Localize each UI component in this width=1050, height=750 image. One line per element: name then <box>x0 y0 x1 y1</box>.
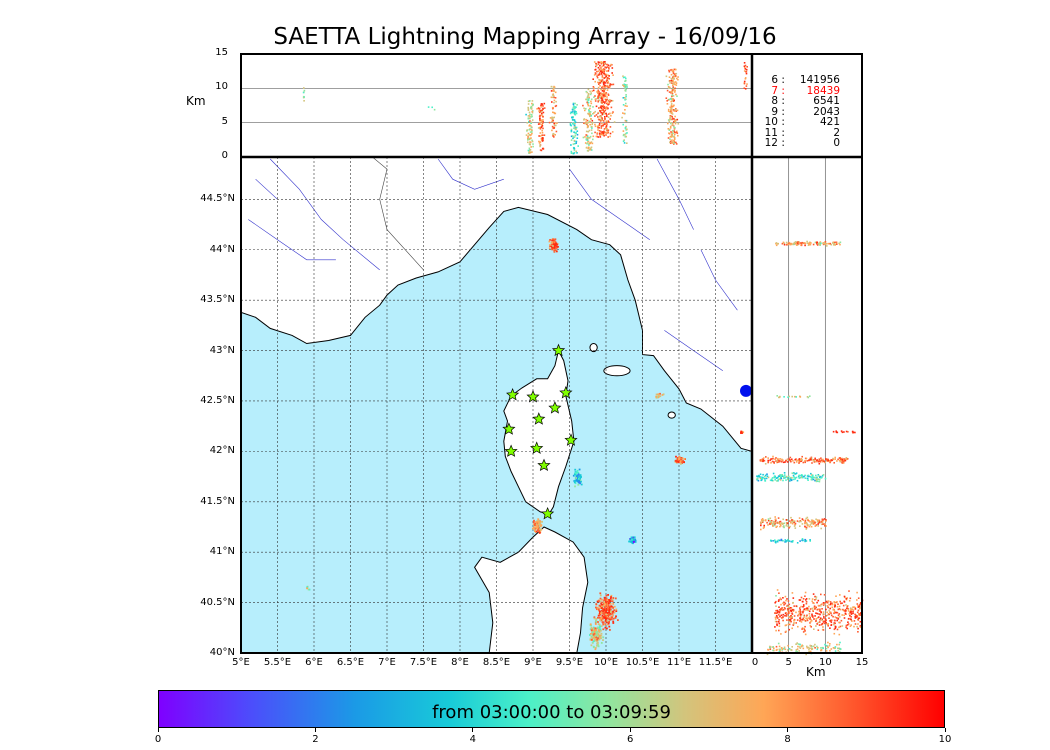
lon-tick-label: 5°E <box>232 657 250 668</box>
small-island <box>589 343 598 353</box>
sardinia-island <box>474 526 589 653</box>
colorbar-label: from 03:00:00 to 03:09:59 <box>432 702 671 723</box>
lon-tick-label: 11°E <box>666 657 692 668</box>
chart-title: SAETTA Lightning Mapping Array - 16/09/1… <box>273 24 777 50</box>
colorbar-tick-label: 2 <box>312 734 319 745</box>
station-marker <box>559 385 573 399</box>
top-panel-ylabel: Km <box>186 94 206 108</box>
station-marker <box>551 343 566 357</box>
altitude-lat-panel <box>756 157 864 656</box>
station-count-row: 12 :0 <box>764 137 840 149</box>
colorbar-tick-mark <box>472 728 474 732</box>
altitude-tick-label: 15 <box>215 47 228 58</box>
figure-frame <box>240 53 863 654</box>
lon-tick-label: 8.5°E <box>482 657 511 668</box>
colorbar-tick-label: 6 <box>627 734 634 745</box>
station-marker <box>541 506 555 520</box>
lon-tick-label: 9.5°E <box>555 657 584 668</box>
station-count-row: 11 :2 <box>764 126 840 139</box>
altitude-tick-label: 5 <box>221 115 228 127</box>
lon-tick-label: 10.5°E <box>625 657 660 668</box>
colorbar-tick-label: 8 <box>784 734 791 745</box>
right-panel-xlabel: Km <box>806 665 826 679</box>
station-marker <box>526 389 540 403</box>
colorbar-tick-label: 10 <box>938 734 952 745</box>
lat-tick-label: 43°N <box>209 344 235 356</box>
colorbar-tick-mark <box>629 728 631 732</box>
lat-tick-label: 42°N <box>209 445 235 457</box>
station-marker <box>504 444 518 457</box>
country-border <box>372 157 424 271</box>
station-marker <box>502 422 516 435</box>
colorbar-tick-mark <box>314 728 316 732</box>
lon-tick-label: 9°E <box>524 657 542 668</box>
station-marker <box>564 433 578 446</box>
station-marker <box>506 387 520 401</box>
lon-tick-label: 6.5°E <box>336 657 365 668</box>
edge-marker <box>740 384 752 397</box>
lon-tick-label: 10°E <box>593 657 619 668</box>
lat-tick-label: 42.5°N <box>200 394 235 406</box>
lon-tick-label: 11.5°E <box>698 657 733 668</box>
lon-tick-label: 8°E <box>451 657 469 668</box>
lat-tick-label: 44°N <box>209 243 235 255</box>
station-marker <box>530 441 544 454</box>
altitude-tick-label: 5 <box>785 657 792 668</box>
station-marker <box>548 401 562 414</box>
altitude-lon-panel <box>241 61 752 155</box>
lon-tick-label: 7.5°E <box>409 657 438 668</box>
lat-tick-label: 44.5°N <box>200 193 235 205</box>
lat-tick-label: 43.5°N <box>200 294 235 306</box>
lightning-sources <box>306 238 745 651</box>
station-count-table: 6 :141956 7 :18439 8 :6541 9 :2043 10 :421 11… <box>762 75 840 149</box>
altitude-tick-label: 15 <box>855 657 869 668</box>
station-count-row: 9 :2043 <box>771 105 840 118</box>
colorbar-tick-label: 4 <box>469 734 476 745</box>
station-count-row: 6 :141956 <box>771 74 840 86</box>
river <box>255 178 278 200</box>
station-marker <box>532 412 546 425</box>
lon-tick-label: 6°E <box>305 657 323 668</box>
colorbar: from 03:00:00 to 03:09:59 <box>158 690 945 728</box>
altitude-tick-label: 10 <box>818 657 832 668</box>
altitude-tick-label: 0 <box>751 657 759 668</box>
lat-tick-label: 41.5°N <box>200 495 235 507</box>
lat-tick-label: 41°N <box>209 546 235 558</box>
small-island <box>603 365 631 377</box>
colorbar-tick-mark <box>944 728 946 732</box>
corsica-island <box>503 349 575 515</box>
altitude-tick-label: 10 <box>215 81 228 93</box>
map-layer <box>241 157 752 653</box>
lon-tick-label: 5.5°E <box>263 657 292 668</box>
lat-tick-label: 40.5°N <box>200 596 235 608</box>
station-count-row: 8 :6541 <box>771 95 840 107</box>
altitude-tick-label: 0 <box>221 150 228 161</box>
small-island <box>667 411 676 419</box>
colorbar-tick-mark <box>157 728 159 732</box>
colorbar-tick-mark <box>787 728 789 732</box>
station-count-row: 10 :421 <box>764 116 840 128</box>
colorbar-tick-label: 0 <box>154 734 162 745</box>
river <box>269 158 380 271</box>
lon-tick-label: 7°E <box>378 657 396 668</box>
station-count-row: 7 :18439 <box>771 84 840 97</box>
river <box>248 219 336 261</box>
station-marker <box>537 458 551 472</box>
river <box>437 158 504 190</box>
lat-tick-label: 40°N <box>209 647 235 658</box>
